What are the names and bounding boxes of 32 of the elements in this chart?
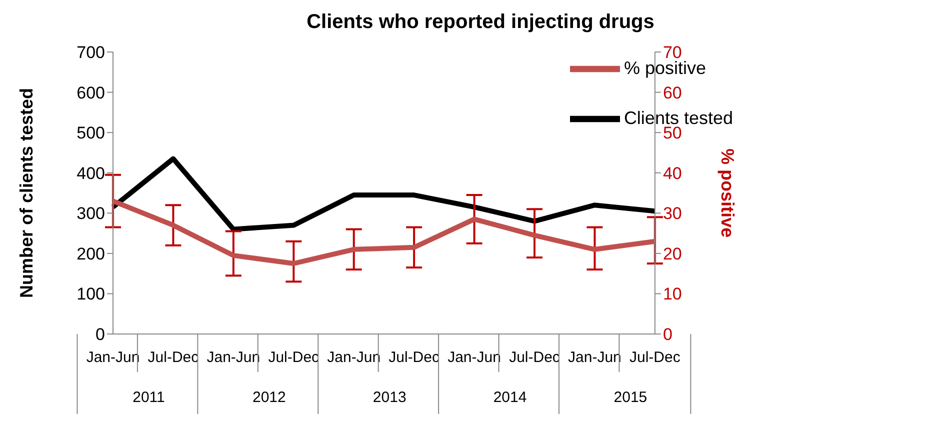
- y-tick-label: 100: [76, 284, 105, 304]
- y-tick-label: 700: [76, 43, 105, 62]
- x-tick-label: Jan-Jun: [206, 349, 260, 366]
- text: 2015: [614, 389, 648, 406]
- y-tick-label: 600: [76, 83, 105, 102]
- y2-tick-label: 30: [662, 204, 682, 224]
- x-tick-label: Jul-Dec: [268, 349, 320, 366]
- x-tick-label: Jul-Dec: [148, 349, 200, 366]
- y2-tick-label: 0: [662, 325, 672, 344]
- y-tick-label: 200: [76, 244, 105, 264]
- y-axis-title: Number of clients tested: [16, 88, 36, 298]
- y-tick-label: 0: [96, 325, 105, 344]
- y2-axis-title: % positive: [718, 148, 738, 238]
- y2-tick-label: 60: [662, 83, 682, 102]
- chart-title: Clients who reported injecting drugs: [306, 10, 656, 35]
- text: 2011: [132, 389, 165, 406]
- text: 2012: [252, 389, 286, 406]
- x-tick-label: Jan-Jun: [327, 349, 381, 366]
- y-tick-label: 400: [76, 164, 105, 183]
- x-tick-label: Jan-Jun: [568, 349, 622, 366]
- y-tick-label: 500: [76, 124, 105, 143]
- y2-tick-label: 20: [662, 244, 682, 264]
- x-tick-label: Jul-Dec: [388, 349, 440, 366]
- y2-tick-label: 10: [662, 284, 682, 304]
- x-tick-label: Jul-Dec: [630, 349, 681, 366]
- y2-tick-label: 40: [662, 164, 682, 183]
- x-tick-label: Jan-Jun: [448, 349, 501, 366]
- y-tick-label: 300: [76, 204, 105, 224]
- text: 2013: [372, 389, 406, 406]
- text: 2014: [493, 389, 527, 406]
- x-tick-label: Jan-Jun: [86, 349, 140, 366]
- x-tick-label: Jul-Dec: [509, 349, 560, 366]
